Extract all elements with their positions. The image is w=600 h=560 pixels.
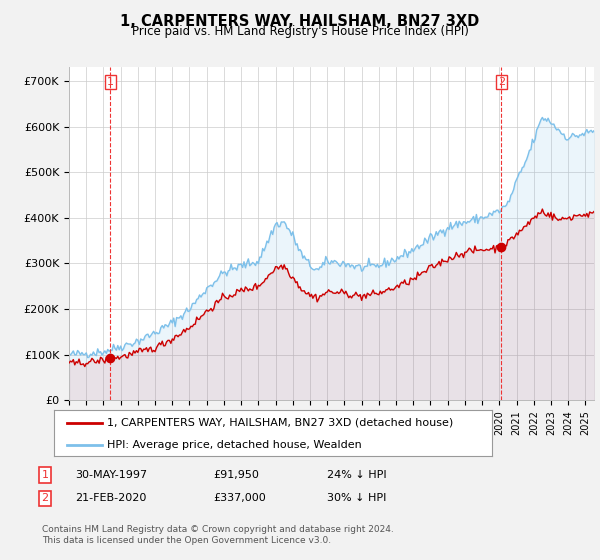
Text: 1: 1 [41,470,49,480]
Text: 1, CARPENTERS WAY, HAILSHAM, BN27 3XD: 1, CARPENTERS WAY, HAILSHAM, BN27 3XD [121,14,479,29]
Text: £91,950: £91,950 [213,470,259,480]
Text: 1, CARPENTERS WAY, HAILSHAM, BN27 3XD (detached house): 1, CARPENTERS WAY, HAILSHAM, BN27 3XD (d… [107,418,453,428]
Text: 21-FEB-2020: 21-FEB-2020 [75,493,146,503]
Text: Contains HM Land Registry data © Crown copyright and database right 2024.
This d: Contains HM Land Registry data © Crown c… [42,525,394,545]
Text: 24% ↓ HPI: 24% ↓ HPI [327,470,386,480]
Text: 30% ↓ HPI: 30% ↓ HPI [327,493,386,503]
Text: £337,000: £337,000 [213,493,266,503]
Text: 2: 2 [41,493,49,503]
Text: 30-MAY-1997: 30-MAY-1997 [75,470,147,480]
Text: 1: 1 [107,77,114,87]
Text: Price paid vs. HM Land Registry's House Price Index (HPI): Price paid vs. HM Land Registry's House … [131,25,469,38]
Text: 2: 2 [498,77,505,87]
Text: HPI: Average price, detached house, Wealden: HPI: Average price, detached house, Weal… [107,440,361,450]
